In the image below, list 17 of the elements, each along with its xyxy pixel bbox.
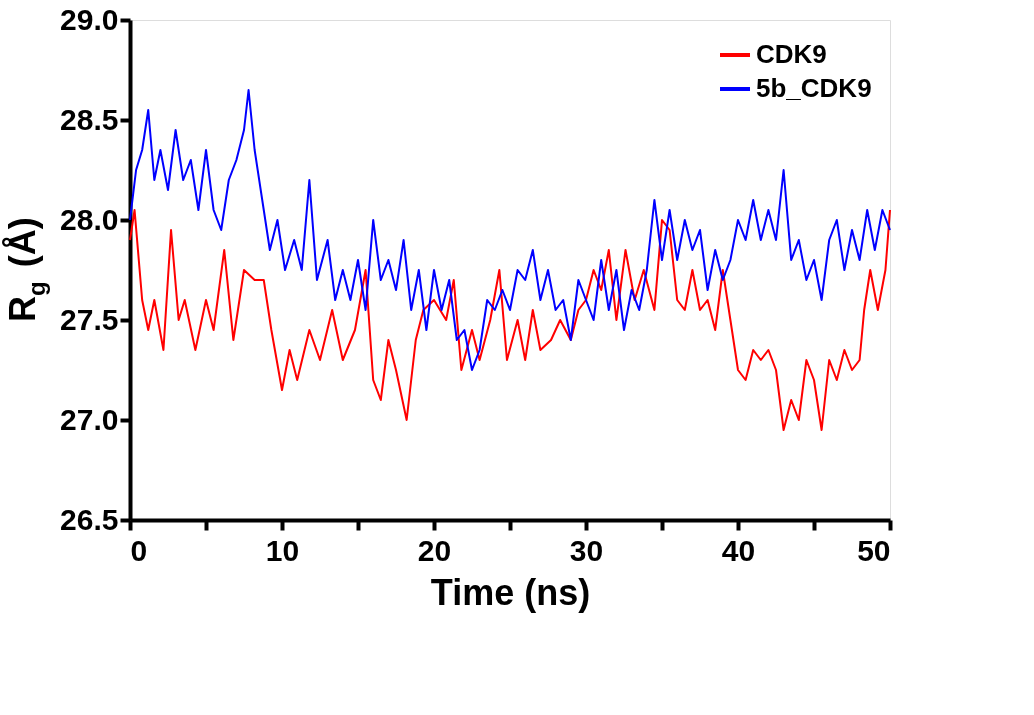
y-tick-label: 27.5 (60, 302, 119, 336)
y-tick-label: 29.0 (60, 2, 119, 36)
x-tick-label: 30 (569, 533, 604, 567)
y-tick-label: 28.0 (60, 202, 119, 236)
y-tick-label: 28.5 (60, 102, 119, 136)
x-tick-label: 40 (721, 533, 756, 567)
y-axis-title: Rg (Å) (2, 217, 50, 323)
x-tick-label: 20 (417, 533, 452, 567)
y-tick-label: 26.5 (60, 502, 119, 536)
line-series (129, 209, 891, 431)
x-tick-label: 0 (130, 533, 148, 567)
x-axis-title: Time (ns) (430, 571, 591, 613)
legend-label: 5b_CDK9 (756, 73, 872, 103)
x-tick-label: 50 (857, 533, 891, 567)
y-tick-label: 27.0 (60, 402, 119, 436)
x-tick-label: 10 (265, 533, 300, 567)
legend-label: CDK9 (756, 39, 827, 69)
